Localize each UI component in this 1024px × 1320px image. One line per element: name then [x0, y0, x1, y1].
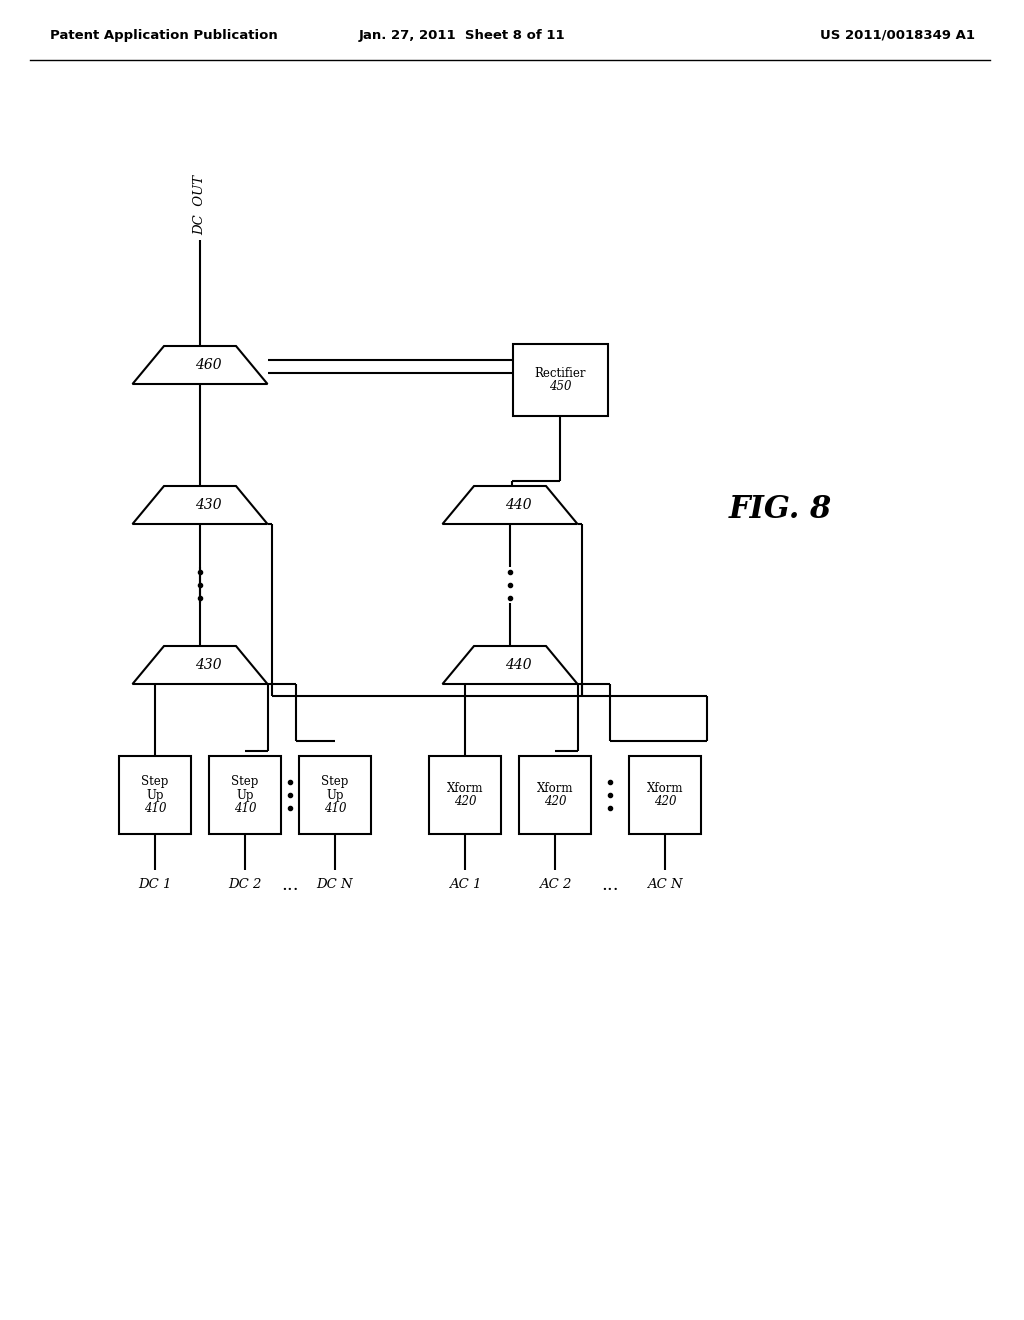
Text: 430: 430: [195, 657, 221, 672]
Text: FIG. 8: FIG. 8: [728, 495, 831, 525]
FancyBboxPatch shape: [512, 345, 607, 416]
Text: AC N: AC N: [647, 879, 683, 891]
Text: Patent Application Publication: Patent Application Publication: [50, 29, 278, 41]
Text: 410: 410: [233, 801, 256, 814]
Polygon shape: [132, 486, 267, 524]
Text: Step: Step: [141, 776, 169, 788]
FancyBboxPatch shape: [209, 756, 281, 834]
Text: Rectifier: Rectifier: [535, 367, 586, 380]
FancyBboxPatch shape: [629, 756, 701, 834]
Text: AC 1: AC 1: [449, 879, 481, 891]
Text: Up: Up: [146, 788, 164, 801]
Text: 420: 420: [454, 795, 476, 808]
Text: Xform: Xform: [537, 781, 573, 795]
Text: Step: Step: [322, 776, 349, 788]
Text: DC  OUT: DC OUT: [194, 174, 207, 235]
Text: DC N: DC N: [316, 879, 353, 891]
Text: DC 1: DC 1: [138, 879, 172, 891]
Text: Up: Up: [237, 788, 254, 801]
Text: Xform: Xform: [446, 781, 483, 795]
Text: Up: Up: [327, 788, 344, 801]
Text: 430: 430: [195, 498, 221, 512]
Text: US 2011/0018349 A1: US 2011/0018349 A1: [820, 29, 975, 41]
Text: ...: ...: [601, 876, 618, 894]
Text: 420: 420: [544, 795, 566, 808]
Polygon shape: [442, 486, 578, 524]
Text: 460: 460: [195, 358, 221, 372]
Text: Jan. 27, 2011  Sheet 8 of 11: Jan. 27, 2011 Sheet 8 of 11: [358, 29, 565, 41]
Polygon shape: [132, 645, 267, 684]
FancyBboxPatch shape: [299, 756, 371, 834]
Text: 420: 420: [653, 795, 676, 808]
Text: Step: Step: [231, 776, 259, 788]
Text: 440: 440: [505, 657, 531, 672]
Text: ...: ...: [282, 876, 299, 894]
Text: 440: 440: [505, 498, 531, 512]
Text: DC 2: DC 2: [228, 879, 262, 891]
FancyBboxPatch shape: [119, 756, 191, 834]
Text: 410: 410: [324, 801, 346, 814]
Text: AC 2: AC 2: [539, 879, 571, 891]
Polygon shape: [442, 645, 578, 684]
Text: Xform: Xform: [647, 781, 683, 795]
Polygon shape: [132, 346, 267, 384]
FancyBboxPatch shape: [429, 756, 501, 834]
FancyBboxPatch shape: [519, 756, 591, 834]
Text: 450: 450: [549, 380, 571, 393]
Text: 410: 410: [143, 801, 166, 814]
